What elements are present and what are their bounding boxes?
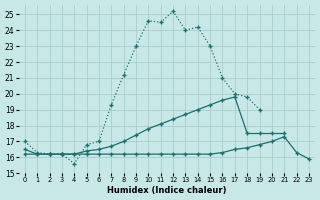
- X-axis label: Humidex (Indice chaleur): Humidex (Indice chaleur): [107, 186, 227, 195]
